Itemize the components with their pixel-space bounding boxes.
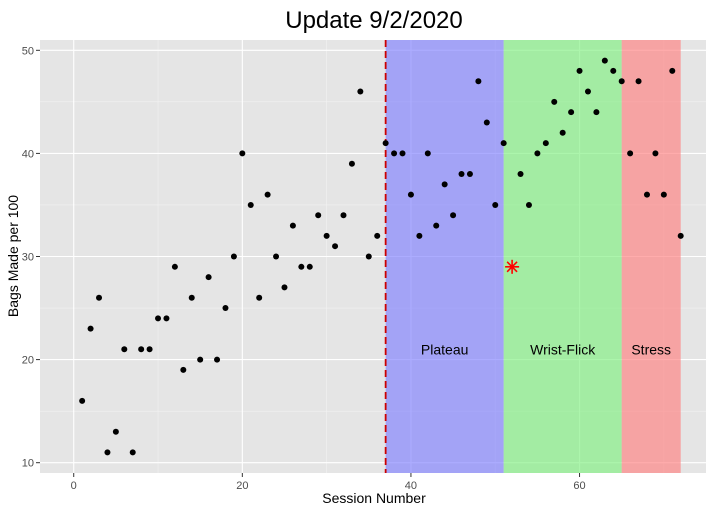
data-point	[188, 294, 195, 301]
data-point	[525, 201, 532, 208]
x-tick-label: 20	[236, 480, 248, 492]
data-point	[104, 449, 111, 456]
data-point	[643, 191, 650, 198]
chart-title: Update 9/2/2020	[285, 7, 462, 34]
y-axis-title: Bags Made per 100	[5, 195, 21, 317]
data-point	[584, 88, 591, 95]
data-point	[500, 140, 507, 147]
data-point	[197, 356, 204, 363]
data-point	[450, 212, 457, 219]
data-point	[79, 397, 86, 404]
data-point	[433, 222, 440, 229]
x-axis-title: Session Number	[322, 490, 426, 506]
data-point	[635, 78, 642, 85]
data-point	[382, 140, 389, 147]
highlight-layer	[505, 259, 520, 274]
data-point	[677, 232, 684, 239]
y-tick-label: 40	[22, 148, 34, 160]
data-point	[627, 150, 634, 157]
data-point	[155, 315, 162, 322]
data-point	[121, 346, 128, 353]
data-point	[239, 150, 246, 157]
data-point	[475, 78, 482, 85]
data-point	[652, 150, 659, 157]
data-point	[391, 150, 398, 157]
data-point	[374, 232, 381, 239]
data-point	[348, 160, 355, 167]
data-point	[247, 201, 254, 208]
data-point	[289, 222, 296, 229]
data-point	[610, 67, 617, 74]
data-point	[180, 366, 187, 373]
data-point	[441, 181, 448, 188]
data-point	[365, 253, 372, 260]
data-point	[112, 428, 119, 435]
data-point	[222, 305, 229, 312]
data-point	[214, 356, 221, 363]
asterisk-stroke	[506, 261, 518, 273]
y-tick-label: 30	[22, 252, 34, 264]
data-point	[146, 346, 153, 353]
data-point	[660, 191, 667, 198]
data-point	[332, 243, 339, 250]
data-point	[205, 274, 212, 281]
data-point	[323, 232, 330, 239]
x-tick-label: 0	[71, 480, 77, 492]
data-point	[230, 253, 237, 260]
phase-regions	[385, 40, 681, 473]
data-point	[669, 67, 676, 74]
data-point	[466, 171, 473, 178]
region-plateau	[385, 40, 504, 473]
data-point	[298, 263, 305, 270]
data-point	[399, 150, 406, 157]
data-point	[87, 325, 94, 332]
data-point	[416, 232, 423, 239]
data-point	[357, 88, 364, 95]
data-point	[601, 57, 608, 64]
region-wrist-flick	[503, 40, 622, 473]
data-point	[129, 449, 136, 456]
data-point	[171, 263, 178, 270]
region-label-plateau: Plateau	[421, 341, 468, 357]
data-point	[559, 129, 566, 136]
x-tick-label: 40	[405, 480, 417, 492]
data-point	[315, 212, 322, 219]
data-point	[483, 119, 490, 126]
data-point	[138, 346, 145, 353]
data-point	[593, 109, 600, 116]
data-point	[306, 263, 313, 270]
highlight-asterisk	[505, 259, 520, 274]
data-point	[542, 140, 549, 147]
y-tick-label: 10	[22, 458, 34, 470]
data-point	[424, 150, 431, 157]
data-point	[492, 201, 499, 208]
x-tick-label: 60	[573, 480, 585, 492]
region-stress	[621, 40, 681, 473]
data-point	[340, 212, 347, 219]
axis-ticks: 0 20 40 60 10 20 30 40 50	[22, 45, 586, 492]
data-points	[79, 57, 684, 456]
data-point	[96, 294, 103, 301]
data-point	[163, 315, 170, 322]
region-label-stress: Stress	[631, 341, 671, 357]
data-point	[576, 67, 583, 74]
data-point	[517, 171, 524, 178]
y-tick-label: 50	[22, 45, 34, 57]
data-point	[407, 191, 414, 198]
data-point	[256, 294, 263, 301]
data-point	[534, 150, 541, 157]
data-point	[281, 284, 288, 291]
y-tick-label: 20	[22, 355, 34, 367]
data-point	[458, 171, 465, 178]
data-point	[568, 109, 575, 116]
region-label-wrist-flick: Wrist-Flick	[530, 341, 596, 357]
data-point	[264, 191, 271, 198]
data-point	[273, 253, 280, 260]
data-point	[618, 78, 625, 85]
data-point	[551, 98, 558, 105]
region-labels: Plateau Wrist-Flick Stress	[421, 341, 671, 357]
